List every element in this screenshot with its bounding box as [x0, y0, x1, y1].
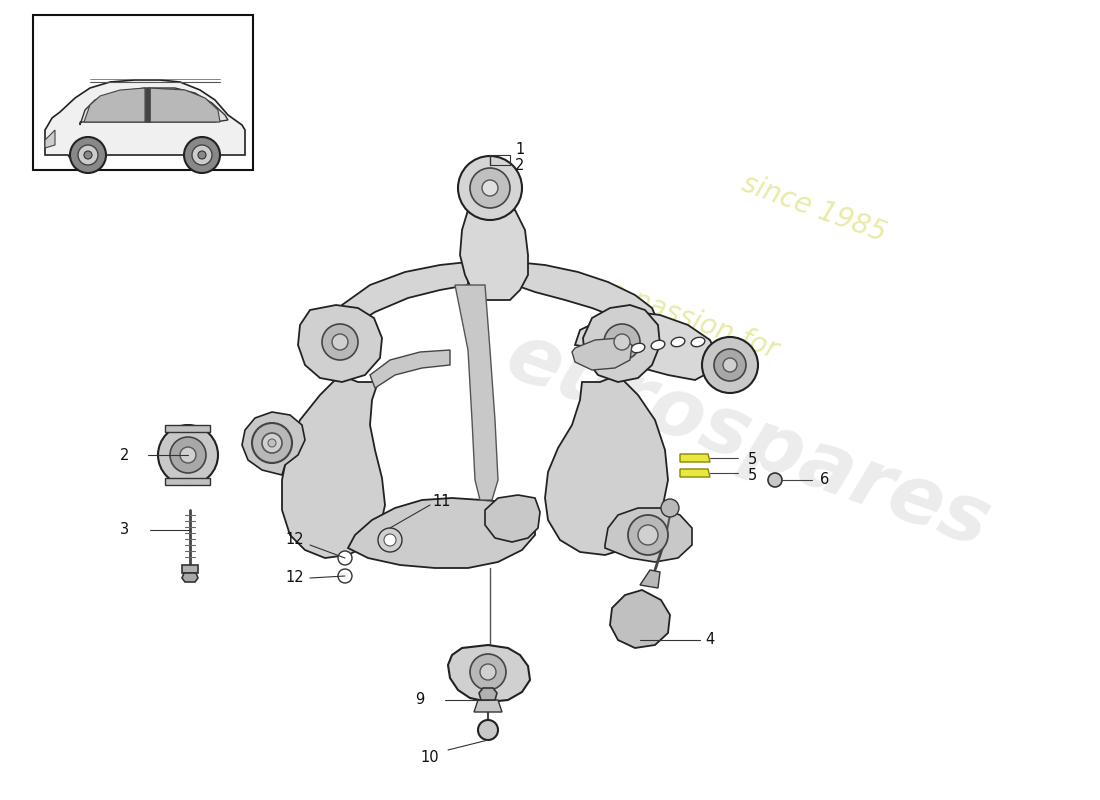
Polygon shape [182, 565, 198, 573]
Circle shape [338, 551, 352, 565]
Polygon shape [474, 700, 502, 712]
Circle shape [628, 515, 668, 555]
Circle shape [332, 334, 348, 350]
Polygon shape [165, 478, 210, 485]
Circle shape [723, 358, 737, 372]
Circle shape [170, 437, 206, 473]
Circle shape [604, 324, 640, 360]
Circle shape [84, 151, 92, 159]
Polygon shape [575, 312, 718, 380]
Circle shape [378, 528, 402, 552]
Ellipse shape [612, 347, 625, 357]
Circle shape [184, 137, 220, 173]
Polygon shape [84, 88, 145, 122]
Text: 12: 12 [285, 570, 304, 586]
Polygon shape [165, 425, 210, 432]
Circle shape [661, 499, 679, 517]
Circle shape [158, 425, 218, 485]
Text: a passion for: a passion for [604, 276, 782, 364]
Polygon shape [680, 454, 710, 462]
Text: 5: 5 [748, 453, 757, 467]
Polygon shape [544, 375, 668, 555]
Ellipse shape [691, 338, 705, 346]
Polygon shape [605, 508, 692, 562]
Circle shape [192, 145, 212, 165]
Polygon shape [478, 688, 497, 700]
Circle shape [470, 168, 510, 208]
Text: since 1985: since 1985 [738, 169, 890, 247]
Polygon shape [298, 305, 382, 382]
Ellipse shape [671, 338, 685, 346]
Polygon shape [448, 645, 530, 702]
Polygon shape [348, 498, 535, 568]
Circle shape [198, 151, 206, 159]
Circle shape [470, 654, 506, 690]
Text: 5: 5 [748, 467, 757, 482]
Circle shape [702, 337, 758, 393]
Polygon shape [242, 412, 305, 475]
Text: 6: 6 [820, 473, 829, 487]
Circle shape [322, 324, 358, 360]
Circle shape [458, 156, 522, 220]
Polygon shape [182, 573, 198, 582]
Polygon shape [328, 262, 468, 330]
Polygon shape [282, 375, 385, 558]
Ellipse shape [631, 343, 645, 353]
Text: eurospares: eurospares [495, 316, 1001, 564]
Circle shape [482, 180, 498, 196]
Text: 1: 1 [515, 142, 525, 158]
Polygon shape [370, 350, 450, 388]
Polygon shape [455, 285, 498, 500]
Polygon shape [610, 590, 670, 648]
Ellipse shape [651, 340, 664, 350]
Polygon shape [485, 495, 540, 542]
Circle shape [338, 569, 352, 583]
Text: 10: 10 [420, 750, 439, 766]
Circle shape [478, 720, 498, 740]
Text: 12: 12 [285, 533, 304, 547]
Polygon shape [680, 469, 710, 477]
Circle shape [70, 137, 106, 173]
Circle shape [638, 525, 658, 545]
Polygon shape [583, 305, 660, 382]
Text: 2: 2 [515, 158, 525, 173]
Bar [33, 15, 253, 170]
Polygon shape [45, 130, 55, 148]
Circle shape [614, 334, 630, 350]
Circle shape [180, 447, 196, 463]
Polygon shape [80, 88, 228, 125]
Text: 11: 11 [432, 494, 451, 510]
Circle shape [768, 473, 782, 487]
Circle shape [268, 439, 276, 447]
Polygon shape [45, 80, 245, 165]
Polygon shape [148, 88, 220, 122]
Polygon shape [460, 210, 528, 300]
Circle shape [480, 664, 496, 680]
Polygon shape [145, 88, 150, 122]
Circle shape [384, 534, 396, 546]
Text: 3: 3 [120, 522, 129, 538]
Text: 9: 9 [415, 693, 425, 707]
Polygon shape [515, 262, 658, 332]
Circle shape [252, 423, 292, 463]
Text: 4: 4 [705, 633, 714, 647]
Polygon shape [572, 338, 632, 370]
Circle shape [262, 433, 282, 453]
Polygon shape [640, 570, 660, 588]
Text: 2: 2 [120, 447, 130, 462]
Circle shape [78, 145, 98, 165]
Circle shape [714, 349, 746, 381]
